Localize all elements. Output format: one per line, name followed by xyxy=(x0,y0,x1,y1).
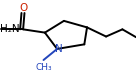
Text: N: N xyxy=(55,44,62,54)
Text: O: O xyxy=(20,3,28,13)
Text: H₂N: H₂N xyxy=(0,24,20,34)
Text: CH₃: CH₃ xyxy=(35,63,52,72)
